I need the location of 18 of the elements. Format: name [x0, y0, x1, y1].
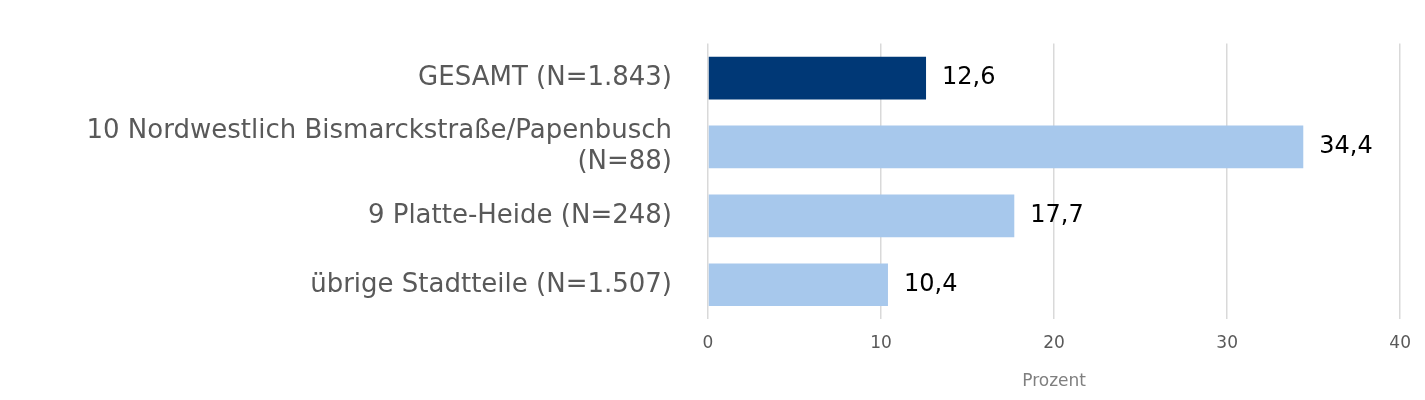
y-tick-label: 10 Nordwestlich Bismarckstraße/Papenbusch (N=88)	[86, 114, 672, 176]
bar	[708, 194, 1015, 238]
data-label: 17,7	[1030, 200, 1084, 229]
data-label: 34,4	[1319, 131, 1373, 160]
x-tick-label: 30	[1216, 331, 1238, 352]
bar	[708, 125, 1304, 169]
y-tick-label: GESAMT (N=1.843)	[418, 60, 672, 91]
y-tick-label: übrige Stadtteile (N=1.507)	[310, 267, 672, 298]
data-label: 12,6	[942, 62, 996, 91]
x-tick-label: 10	[870, 331, 892, 352]
y-tick-label: 9 Platte-Heide (N=248)	[367, 198, 672, 229]
bar	[708, 56, 927, 100]
bar	[708, 263, 888, 307]
x-tick-label: 20	[1043, 331, 1065, 352]
x-axis-title: Prozent	[1022, 370, 1087, 391]
x-tick-label: 40	[1389, 331, 1411, 352]
x-tick-label: 0	[702, 331, 714, 352]
data-label: 10,4	[903, 268, 958, 297]
